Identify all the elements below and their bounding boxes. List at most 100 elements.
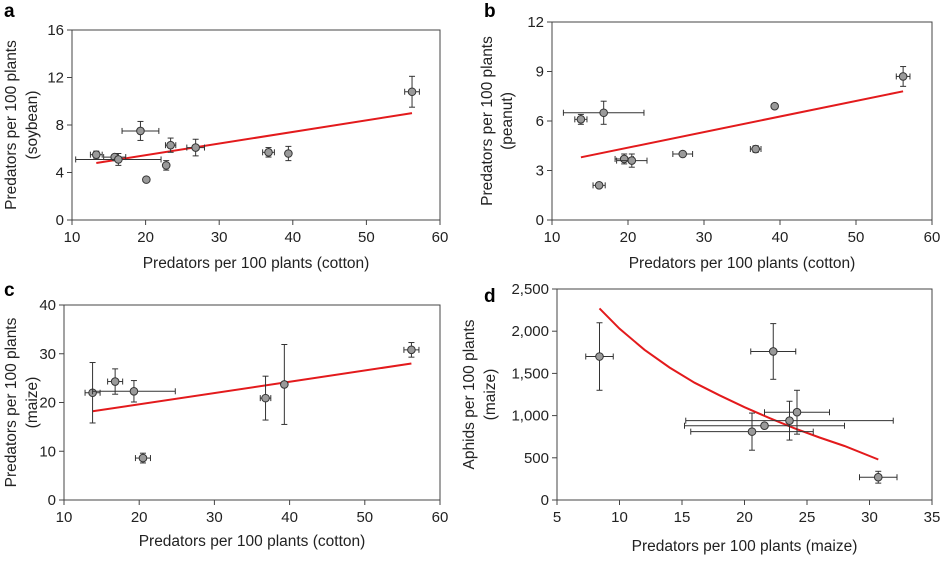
x-tick-label: 40 bbox=[772, 229, 789, 246]
data-point bbox=[749, 144, 762, 154]
point-marker bbox=[595, 352, 604, 361]
x-tick-label: 10 bbox=[64, 229, 81, 246]
data-point bbox=[404, 75, 420, 108]
data-point bbox=[684, 421, 845, 431]
data-point bbox=[121, 120, 160, 141]
data-point bbox=[574, 113, 588, 125]
plot-frame bbox=[551, 21, 933, 221]
data-point bbox=[403, 342, 420, 358]
y-tick-label: 10 bbox=[39, 443, 56, 460]
x-axis-title: Predators per 100 plants (cotton) bbox=[629, 255, 856, 272]
data-point bbox=[107, 368, 124, 395]
x-tick-label: 50 bbox=[358, 229, 375, 246]
x-tick-label: 25 bbox=[799, 509, 816, 526]
data-point bbox=[164, 137, 177, 153]
point-marker bbox=[161, 161, 171, 170]
y-tick-label: 2,000 bbox=[511, 323, 549, 340]
panel-d: d 5 10 15 20 25 30 35 0 500 1,000 1,500 2,000 2,500 Pr… bbox=[461, 281, 940, 555]
y-tick-label: 500 bbox=[524, 450, 549, 467]
point-marker bbox=[129, 386, 139, 396]
data-point bbox=[134, 452, 151, 464]
point-marker bbox=[284, 149, 293, 158]
data-point bbox=[284, 145, 293, 162]
y-tick-label: 3 bbox=[536, 163, 544, 180]
x-tick-label: 20 bbox=[131, 509, 148, 526]
point-marker bbox=[191, 143, 200, 152]
x-tick-label: 30 bbox=[211, 229, 228, 246]
plot-frame bbox=[71, 29, 441, 221]
point-marker bbox=[91, 150, 101, 159]
point-marker bbox=[407, 87, 417, 97]
x-tick-label: 10 bbox=[544, 229, 561, 246]
point-marker bbox=[627, 156, 637, 165]
panel-letter: d bbox=[484, 286, 496, 307]
data-point bbox=[562, 100, 645, 125]
y-axis-title-line-2: (maize) bbox=[24, 377, 41, 429]
point-marker bbox=[678, 149, 688, 159]
data-point bbox=[186, 138, 205, 157]
y-tick-label: 0 bbox=[48, 492, 56, 509]
panel-a: a 10 20 30 40 50 60 0 4 8 12 16 Predators per 100 pl… bbox=[3, 1, 448, 272]
x-tick-label: 5 bbox=[553, 509, 561, 526]
fit-line bbox=[92, 362, 412, 413]
fit-line bbox=[598, 307, 879, 461]
y-tick-label: 16 bbox=[47, 22, 64, 39]
point-marker bbox=[261, 393, 270, 403]
point-marker bbox=[760, 421, 769, 431]
panel-letter: a bbox=[4, 1, 15, 22]
fit-line bbox=[580, 90, 904, 159]
data-point bbox=[92, 380, 176, 403]
data-point bbox=[259, 375, 272, 421]
y-tick-label: 12 bbox=[47, 70, 64, 87]
panel-letter: b bbox=[484, 1, 496, 22]
data-point bbox=[616, 153, 648, 168]
point-marker bbox=[792, 407, 802, 417]
point-marker bbox=[751, 144, 760, 154]
y-axis-title-line-1: Predators per 100 plants bbox=[3, 317, 20, 487]
point-marker bbox=[110, 377, 120, 386]
data-point bbox=[75, 153, 162, 166]
y-tick-label: 30 bbox=[39, 346, 56, 363]
y-axis-title-line-2: (peanut) bbox=[499, 92, 516, 150]
y-axis-title-line-1: Predators per 100 plants bbox=[479, 36, 496, 206]
x-tick-label: 20 bbox=[137, 229, 154, 246]
data-point bbox=[262, 147, 275, 158]
panel-letter: c bbox=[4, 280, 15, 301]
y-axis-title-line-2: (soybean) bbox=[24, 91, 41, 160]
point-marker bbox=[114, 155, 123, 164]
plot-frame bbox=[63, 304, 441, 501]
x-axis-title: Predators per 100 plants (cotton) bbox=[139, 533, 366, 550]
x-tick-label: 60 bbox=[924, 229, 941, 246]
data-point bbox=[672, 149, 694, 159]
y-tick-label: 40 bbox=[39, 297, 56, 314]
y-tick-label: 8 bbox=[56, 117, 64, 134]
x-tick-label: 60 bbox=[432, 229, 449, 246]
x-axis-title: Predators per 100 plants (cotton) bbox=[143, 255, 370, 272]
x-tick-label: 10 bbox=[56, 509, 73, 526]
fit-line bbox=[96, 112, 413, 164]
data-point bbox=[750, 323, 797, 380]
y-tick-label: 1,500 bbox=[511, 365, 549, 382]
y-tick-label: 2,500 bbox=[511, 281, 549, 298]
y-tick-label: 0 bbox=[541, 492, 549, 509]
data-point bbox=[895, 66, 911, 87]
x-tick-label: 50 bbox=[848, 229, 865, 246]
x-tick-label: 40 bbox=[284, 229, 301, 246]
x-tick-label: 30 bbox=[861, 509, 878, 526]
y-tick-label: 20 bbox=[39, 395, 56, 412]
point-marker bbox=[873, 472, 883, 482]
data-point bbox=[859, 470, 898, 484]
point-marker bbox=[264, 148, 273, 157]
data-point bbox=[770, 101, 779, 111]
data-point bbox=[89, 150, 103, 159]
x-tick-label: 15 bbox=[674, 509, 691, 526]
point-marker bbox=[576, 115, 586, 124]
point-marker bbox=[785, 416, 794, 425]
point-marker bbox=[599, 108, 608, 118]
x-tick-label: 20 bbox=[736, 509, 753, 526]
point-marker bbox=[280, 380, 289, 389]
point-marker bbox=[770, 101, 779, 111]
y-axis-title-line-1: Predators per 100 plants bbox=[3, 40, 20, 210]
data-point bbox=[142, 175, 151, 184]
